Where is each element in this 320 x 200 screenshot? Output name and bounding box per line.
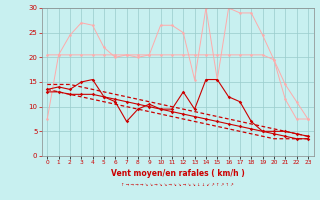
Text: ↑ → → → → ↘ ↘ → ↘ ↘ → ↘ ↘ → ↘ ↘ ↓ ↓ ↙ ↗ ↑ ↗ ↑ ↗: ↑ → → → → ↘ ↘ → ↘ ↘ → ↘ ↘ → ↘ ↘ ↓ ↓ ↙ ↗ … bbox=[121, 183, 234, 187]
X-axis label: Vent moyen/en rafales ( km/h ): Vent moyen/en rafales ( km/h ) bbox=[111, 169, 244, 178]
